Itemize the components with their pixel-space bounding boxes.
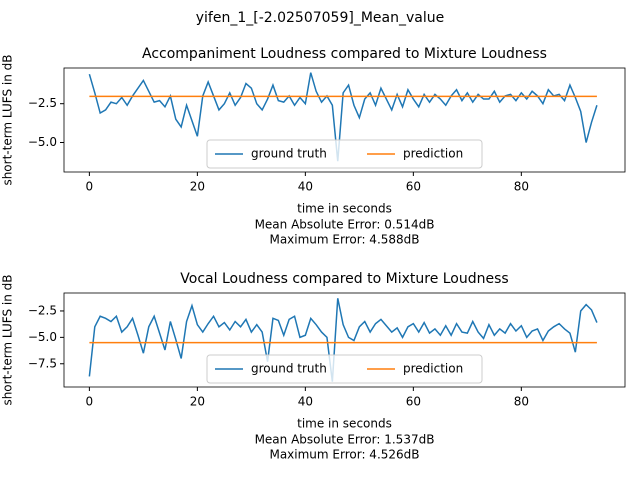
x-tick-label: 60 [406, 180, 421, 194]
legend-box [206, 354, 483, 384]
x-tick-label: 80 [514, 180, 529, 194]
legend-box [206, 139, 483, 169]
x-tick-label: 40 [298, 180, 313, 194]
subplot: Vocal Loudness compared to Mixture Loudn… [1, 271, 626, 462]
legend-label: prediction [403, 362, 463, 376]
x-tick-label: 20 [190, 180, 205, 194]
x-tick-label: 80 [514, 395, 529, 409]
y-tick-label: −7.5 [28, 356, 57, 370]
subplot-title: Accompaniment Loudness compared to Mixtu… [142, 46, 547, 62]
annotation: Maximum Error: 4.588dB [269, 233, 419, 247]
y-tick-label: −5.0 [28, 135, 57, 149]
y-tick-label: −2.5 [28, 96, 57, 110]
x-axis-label: time in seconds [297, 202, 392, 216]
legend-label: prediction [403, 147, 463, 161]
axes-frame [63, 67, 626, 173]
x-tick-label: 0 [86, 395, 94, 409]
axes-frame [63, 292, 626, 388]
figure-title: yifen_1_[-2.02507059]_Mean_value [196, 10, 444, 26]
y-axis-label: short-term LUFS in dB [1, 54, 15, 185]
subplot-title: Vocal Loudness compared to Mixture Loudn… [180, 271, 508, 287]
x-tick-label: 40 [298, 395, 313, 409]
x-tick-label: 0 [86, 180, 94, 194]
y-axis-label: short-term LUFS in dB [1, 274, 15, 405]
series-line [88, 298, 598, 382]
x-axis-label: time in seconds [297, 417, 392, 431]
annotation: Maximum Error: 4.526dB [269, 448, 419, 462]
annotation: Mean Absolute Error: 1.537dB [255, 433, 435, 447]
y-tick-label: −2.5 [28, 303, 57, 317]
subplot: Accompaniment Loudness compared to Mixtu… [1, 46, 626, 247]
annotation: Mean Absolute Error: 0.514dB [255, 218, 435, 232]
legend-label: ground truth [251, 362, 327, 376]
y-tick-label: −5.0 [28, 330, 57, 344]
x-tick-label: 20 [190, 395, 205, 409]
x-tick-label: 60 [406, 395, 421, 409]
legend-label: ground truth [251, 147, 327, 161]
